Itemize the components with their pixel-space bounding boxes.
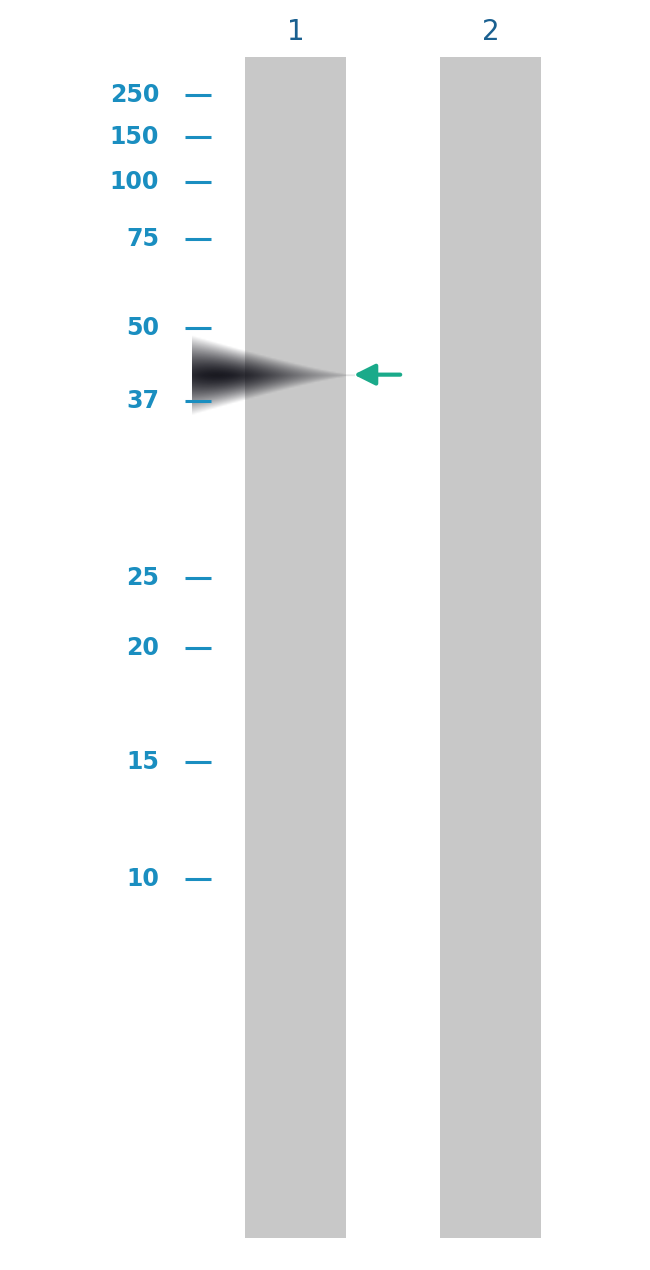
Text: 10: 10 <box>126 867 159 890</box>
Text: 50: 50 <box>126 316 159 339</box>
Text: 100: 100 <box>110 170 159 193</box>
Text: 250: 250 <box>110 84 159 107</box>
Text: 2: 2 <box>482 18 500 46</box>
Text: 75: 75 <box>126 227 159 250</box>
FancyBboxPatch shape <box>441 57 541 1238</box>
Text: 1: 1 <box>287 18 305 46</box>
FancyBboxPatch shape <box>246 57 346 1238</box>
Text: 150: 150 <box>110 126 159 149</box>
Text: 20: 20 <box>126 636 159 659</box>
Text: 15: 15 <box>126 751 159 773</box>
Text: 37: 37 <box>126 390 159 413</box>
Text: 25: 25 <box>126 566 159 589</box>
